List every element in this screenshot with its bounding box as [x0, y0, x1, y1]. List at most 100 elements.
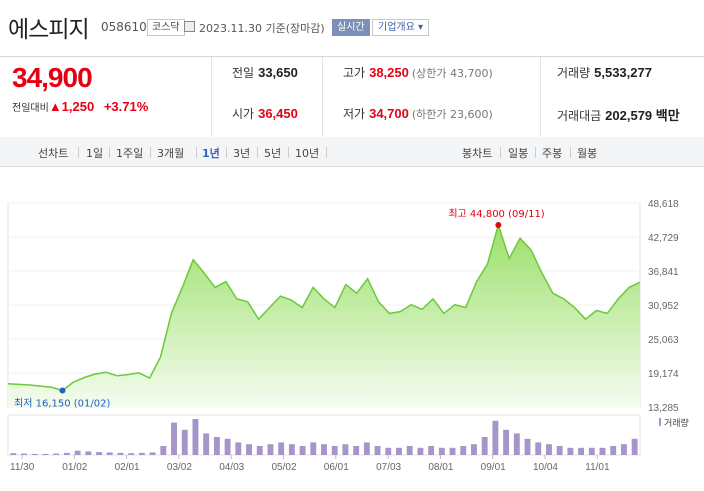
volume-legend: 거래량	[664, 417, 689, 429]
volume-bar	[556, 446, 563, 455]
volume-bar	[235, 442, 242, 455]
volume-legend-swatch	[659, 418, 661, 426]
line-chart-label: 선차트	[38, 147, 69, 160]
candle-chart-label: 봉차트	[462, 147, 493, 160]
high-marker	[495, 222, 502, 229]
stock-name: 에스피지	[8, 17, 90, 43]
open-price: 시가 36,450	[232, 105, 298, 122]
x-tick-label: 10/04	[533, 462, 558, 473]
volume-bar	[588, 447, 595, 455]
volume-bar	[599, 447, 606, 455]
change-value: ▲1,250	[48, 99, 95, 114]
x-tick-label: 01/02	[62, 462, 87, 473]
volume-bar	[74, 450, 81, 455]
volume-bar	[246, 444, 252, 455]
price-chart-svg[interactable]: 48,618 42,729 36,841 30,952 25,063 19,174 13,2…	[0, 190, 704, 491]
volume-bar	[192, 419, 199, 455]
volume-bar	[149, 452, 156, 455]
volume-bar	[138, 452, 145, 455]
volume-bar	[21, 453, 28, 455]
volume-bar	[460, 446, 467, 455]
volume-bar	[481, 437, 488, 455]
high-value: 38,250	[369, 65, 409, 80]
open-value: 36,450	[258, 106, 298, 121]
x-tick-label: 09/01	[481, 462, 506, 473]
volume-bar	[471, 444, 477, 455]
company-info-dropdown[interactable]: 기업개요 ▾	[372, 19, 429, 36]
upper-limit: (상한가 43,700)	[411, 67, 493, 80]
period-5y[interactable]: 5년	[264, 147, 282, 160]
x-tick-label: 06/01	[324, 462, 349, 473]
y-tick-label: 13,285	[648, 403, 679, 414]
calendar-icon	[184, 21, 195, 32]
volume-bar	[535, 442, 542, 455]
x-tick-label: 07/03	[376, 462, 401, 473]
lower-limit: (하한가 23,600)	[411, 108, 493, 121]
volume-bar	[385, 447, 392, 455]
volume-bar	[63, 452, 70, 455]
volume-bar	[203, 433, 210, 455]
x-tick-label: 08/01	[428, 462, 453, 473]
stock-code: 058610	[101, 20, 147, 34]
x-tick-label: 03/02	[167, 462, 192, 473]
period-3m[interactable]: 3개월	[157, 147, 185, 160]
prev-close-value: 33,650	[258, 65, 298, 80]
low-label: 최저 16,150 (01/02)	[14, 397, 110, 409]
volume-bar	[449, 447, 456, 455]
candle-monthly[interactable]: 월봉	[577, 147, 598, 160]
live-button[interactable]: 실시간	[332, 19, 370, 36]
volume-bar	[256, 446, 263, 455]
volume-bar	[363, 442, 370, 455]
volume-bar	[31, 453, 38, 455]
quote-date: 2023.11.30 기준(장마감)	[199, 22, 325, 35]
quote-summary: 34,900 전일대비▲1,250 +3.71% 전일 33,650 고가 38,2…	[0, 56, 704, 138]
volume-bar	[267, 444, 274, 455]
volume-bar	[160, 446, 167, 455]
volume-bar	[503, 429, 510, 455]
candle-weekly[interactable]: 주봉	[542, 147, 563, 160]
volume-bar	[567, 447, 574, 455]
volume-bar	[396, 447, 402, 455]
volume-bar	[171, 422, 177, 455]
candle-daily[interactable]: 일봉	[508, 147, 529, 160]
volume-bar	[331, 446, 338, 455]
low-value: 34,700	[369, 106, 409, 121]
period-1d[interactable]: 1일	[86, 147, 104, 160]
volume-bar	[128, 453, 135, 455]
x-tick-label: 11/01	[585, 462, 610, 473]
volume-bar	[117, 452, 124, 455]
volume-label: 거래량	[557, 66, 591, 80]
volume-bar	[224, 438, 231, 455]
price-area	[8, 225, 640, 407]
volume-bar	[353, 446, 360, 455]
stock-header: 에스피지 058610 코스닥 2023.11.30 기준(장마감) 실시간 기…	[0, 0, 704, 58]
x-tick-label: 11/30	[10, 462, 35, 473]
volume-bar	[10, 453, 17, 455]
y-tick-label: 25,063	[648, 335, 679, 346]
period-10y[interactable]: 10년	[295, 147, 320, 160]
amount-label: 거래대금	[557, 109, 602, 123]
prev-close: 전일 33,650	[232, 64, 298, 81]
x-tick-label: 04/03	[219, 462, 244, 473]
volume-bar	[374, 446, 381, 455]
volume-bar	[42, 453, 49, 455]
change-line: 전일대비▲1,250 +3.71%	[12, 99, 148, 114]
y-tick-label: 19,174	[648, 369, 679, 380]
volume-bar	[213, 437, 220, 455]
price-chart[interactable]: 48,618 42,729 36,841 30,952 25,063 19,174 13,2…	[0, 190, 704, 491]
x-tick-label: 05/02	[271, 462, 296, 473]
volume-bar	[428, 446, 435, 455]
volume-bar	[417, 447, 424, 455]
volume: 거래량 5,533,277	[557, 64, 652, 81]
trade-amount: 거래대금 202,579 백만	[557, 105, 680, 124]
volume-bar	[96, 452, 102, 455]
volume-bar	[342, 444, 349, 455]
period-1w[interactable]: 1주일	[116, 147, 144, 160]
period-3y[interactable]: 3년	[233, 147, 251, 160]
prev-close-label: 전일	[232, 66, 255, 80]
volume-bar	[299, 446, 306, 455]
y-tick-label: 30,952	[648, 301, 679, 312]
volume-bar	[513, 433, 520, 455]
period-1y[interactable]: 1년	[202, 147, 220, 160]
y-tick-label: 48,618	[648, 199, 679, 210]
